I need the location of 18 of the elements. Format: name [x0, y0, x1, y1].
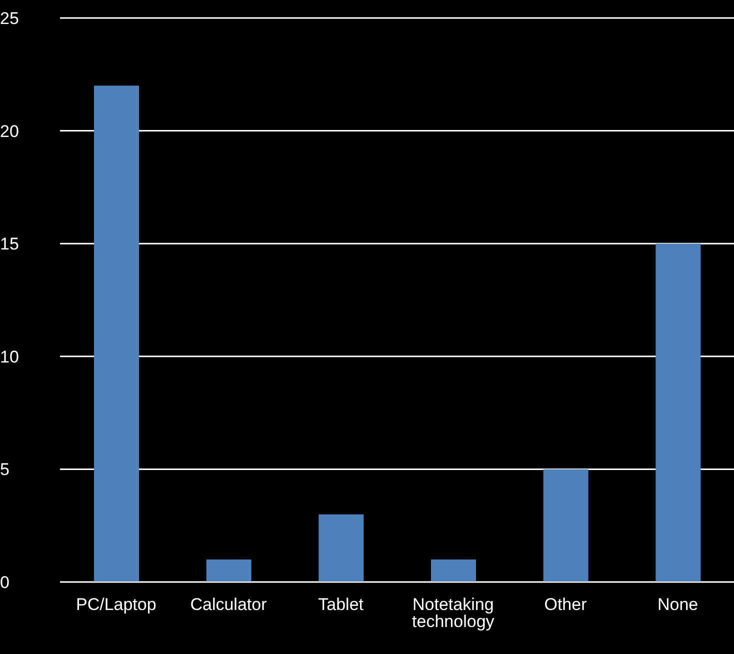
bar [94, 86, 139, 582]
x-tick-label: Calculator [190, 595, 268, 614]
y-tick-label: 25 [0, 9, 19, 28]
x-tick-label: Other [544, 595, 588, 614]
x-tick-label: PC/Laptop [76, 595, 156, 614]
bar [656, 244, 701, 582]
bar [431, 559, 476, 582]
y-tick-label: 15 [0, 234, 19, 254]
y-tick-label: 20 [0, 122, 19, 141]
x-tick-label: Tablet [318, 595, 364, 614]
y-tick-label: 5 [0, 460, 10, 480]
x-tick-label: Notetaking technology [412, 595, 495, 632]
bar [543, 469, 588, 582]
y-tick-label: 10 [0, 347, 19, 366]
bar [318, 514, 364, 582]
y-tick-label: 0 [0, 573, 10, 592]
x-tick-label: None [658, 595, 698, 614]
bar [206, 559, 252, 582]
